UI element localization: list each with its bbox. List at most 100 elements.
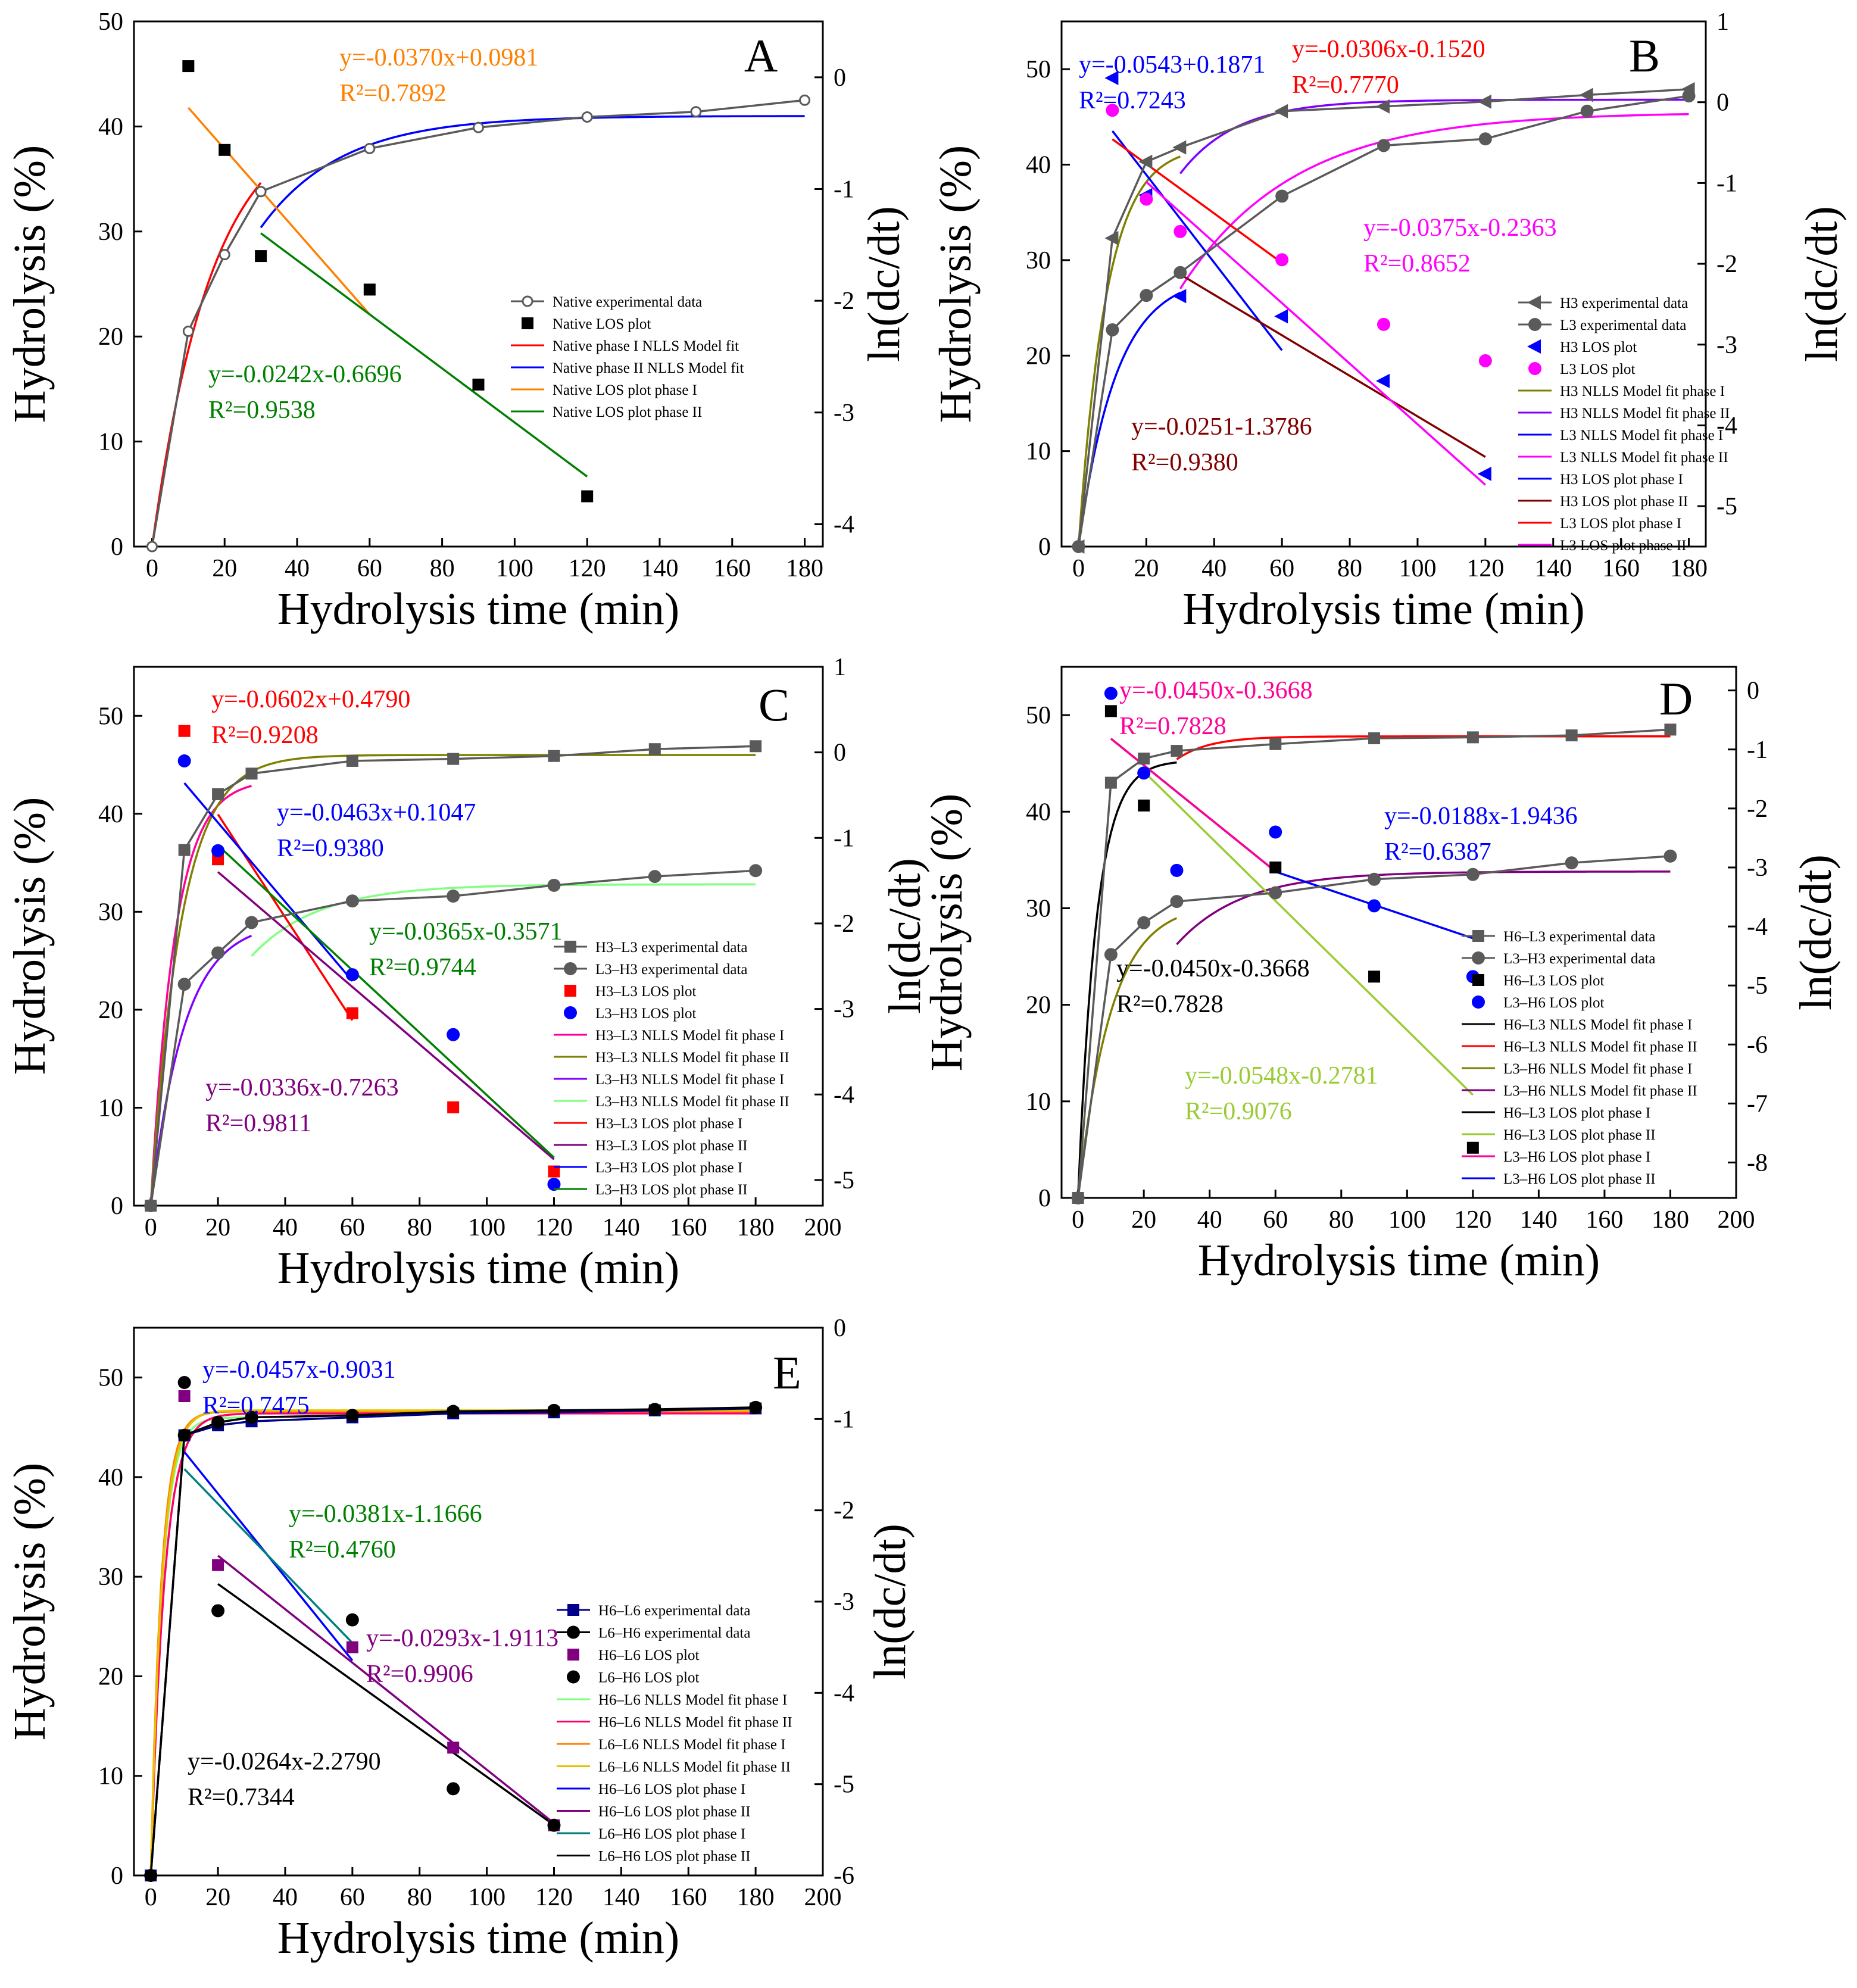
legend-label: H6–L6 NLLS Model fit phase I [598,1692,787,1708]
y2-tick-label: 0 [834,739,846,767]
y-tick-label: 40 [98,1464,123,1491]
x-tick-label: 140 [641,555,678,582]
x-tick-label: 200 [804,1884,842,1911]
data-point [522,295,533,307]
data-point [1472,974,1484,986]
data-point [447,753,460,765]
data-point [1172,289,1187,304]
y2-tick-label: -7 [1747,1090,1768,1118]
data-point [1104,948,1118,962]
x-tick-label: 40 [1201,555,1226,582]
x-axis-title: Hydrolysis time (min) [277,1243,680,1293]
panel-letter: D [1659,673,1693,725]
y2-axis-title: ln(dc/dt) [859,206,909,362]
x-tick-label: 60 [1263,1206,1288,1234]
equation-text: y=-0.0336x-0.7263 [205,1074,399,1101]
x-tick-label: 160 [1602,555,1640,582]
legend-label: L6–H6 LOS plot phase I [598,1826,745,1842]
data-point [345,968,359,982]
legend-label: H3–L3 NLLS Model fit phase II [595,1050,789,1066]
chart-panel-d: 0 20 40 60 80 100 120 140 160 180 200 0 10 20 30 40 50 -8… [922,666,1841,1285]
legend-label: L3 NLLS Model fit phase I [1560,427,1723,444]
x-tick-label: 80 [407,1214,432,1241]
data-point [1137,766,1151,780]
x-tick-label: 20 [212,555,237,582]
data-point [547,878,561,892]
x-tick-label: 100 [1399,555,1436,582]
legend-label: L3–H6 LOS plot [1503,995,1605,1011]
legend-label: H3 LOS plot [1560,339,1637,355]
data-point [1170,895,1184,909]
data-point [345,1409,359,1422]
data-point [1466,731,1479,744]
data-point [522,317,533,329]
data-point [447,1782,460,1796]
legend-label: L3–H6 LOS plot phase II [1503,1171,1656,1187]
legend-label: L3 experimental data [1560,317,1686,333]
x-tick-label: 140 [603,1884,640,1911]
data-line [151,99,805,547]
data-point [346,754,358,767]
y-tick-label: 30 [1026,247,1051,274]
legend-label: Native LOS plot phase I [553,382,697,398]
legend-label: L3–H3 LOS plot [595,1006,697,1022]
x-tick-label: 100 [468,1884,505,1911]
y2-tick-label: -1 [834,825,854,852]
data-point [1368,899,1381,913]
x-tick-label: 20 [205,1214,230,1241]
equation-text: y=-0.0548x-0.2781 [1185,1062,1378,1090]
legend-label: H3 LOS plot phase II [1560,494,1688,510]
y-tick-label: 0 [1038,1185,1051,1212]
data-point [1368,872,1381,886]
x-tick-label: 180 [737,1214,775,1241]
data-point [1138,753,1150,765]
legend-label: H3 LOS plot phase I [1560,472,1683,488]
data-point [1377,317,1390,331]
data-point [1565,856,1578,870]
fit-line [1179,98,1689,174]
legend-label: H3–L3 LOS plot phase I [595,1116,742,1132]
data-point [178,844,191,856]
data-point [255,186,267,198]
legend-label: L3–H3 LOS plot phase I [595,1160,742,1176]
data-point [178,725,191,737]
x-axis-title: Hydrolysis time (min) [277,584,680,634]
data-point [245,916,258,929]
y2-tick-label: -2 [1716,251,1737,278]
legend-label: H6–L3 LOS plot [1503,973,1605,989]
data-point [1565,729,1578,742]
data-point [548,750,560,762]
y2-axis-title: ln(dc/dt) [865,1524,915,1680]
data-point [1527,295,1541,310]
x-tick-label: 120 [535,1884,573,1911]
x-tick-label: 0 [1072,1206,1084,1234]
legend-label: H6–L6 LOS plot phase II [598,1804,751,1820]
x-tick-label: 180 [786,555,823,582]
fit-line [217,844,555,1159]
y-tick-label: 50 [1026,56,1051,83]
fit-line [217,1555,555,1824]
r-squared-text: R²=0.9811 [205,1110,311,1137]
data-point [447,890,460,903]
data-point [1478,132,1492,146]
y-axis-title: Hydrolysis (%) [922,794,972,1072]
y2-tick-label: -4 [834,1680,854,1707]
legend-label: L3–H3 NLLS Model fit phase II [595,1094,789,1110]
data-point [1104,231,1119,246]
y2-axis-title: ln(dc/dt) [1791,854,1841,1010]
data-point [472,378,485,391]
legend-label: H6–L3 NLLS Model fit phase I [1503,1017,1692,1033]
y2-tick-label: -1 [1716,170,1737,197]
data-point [219,143,231,156]
y-tick-label: 40 [98,801,123,828]
y2-tick-label: -3 [834,400,854,427]
data-point [1528,318,1541,331]
data-point [1376,99,1390,114]
y-axis-title: Hydrolysis (%) [5,1463,55,1741]
y-tick-label: 10 [1026,1088,1051,1116]
data-point [1104,686,1118,700]
x-tick-label: 160 [670,1214,707,1241]
data-point [144,1199,158,1212]
y-tick-label: 0 [111,1862,123,1890]
legend-label: L6–L6 NLLS Model fit phase II [598,1759,791,1775]
